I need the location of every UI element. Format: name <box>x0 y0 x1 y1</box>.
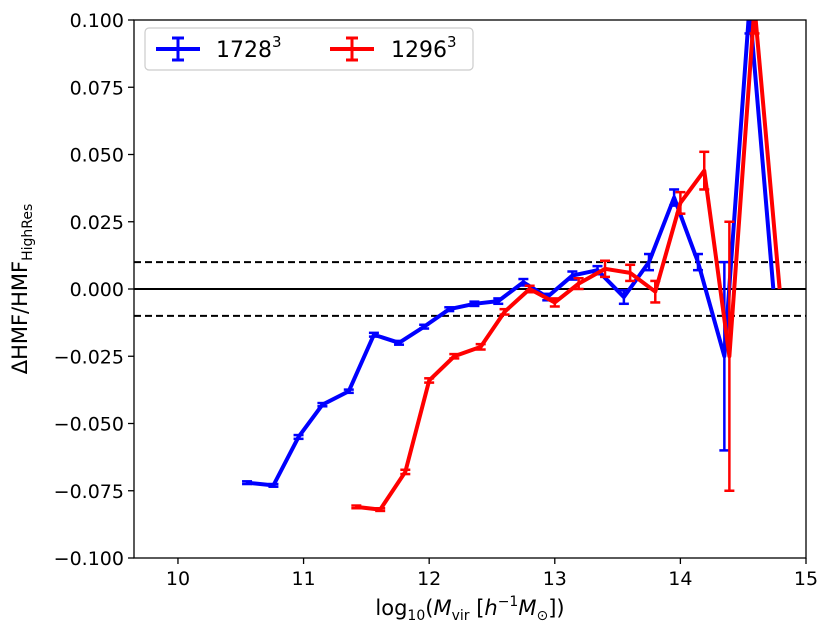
x-axis-label: log10(Mvir [h−1M⊙]) <box>375 594 564 624</box>
y-tick-label: 0.100 <box>70 10 124 32</box>
series-line-1296 <box>356 20 782 512</box>
errorbar-1728-13 <box>567 270 578 281</box>
x-label-m: M <box>433 596 451 620</box>
y-axis-ticks: −0.100 −0.075 −0.050 −0.025 0.000 0.025 0.050 0… <box>54 10 134 570</box>
errorbar-1728-17 <box>669 188 680 207</box>
y-tick-label: −0.100 <box>54 548 124 570</box>
errorbar-1296-9 <box>573 276 584 291</box>
errorbar-1728-6 <box>394 339 405 346</box>
legend-label-1728: 17283 <box>216 33 282 63</box>
errorbar-1296-10 <box>600 259 611 279</box>
errorbar-1728-8 <box>444 306 455 313</box>
errorbar-1728-15 <box>618 289 629 306</box>
x-label-open: ( <box>425 596 433 620</box>
errorbar-1296-0 <box>351 504 362 510</box>
x-label-msun: M <box>518 596 536 620</box>
errorbar-1296-13 <box>675 190 686 215</box>
errorbar-1728-1 <box>268 482 279 488</box>
errorbar-1296-14 <box>699 150 710 191</box>
errorbar-1296-2 <box>400 468 411 476</box>
x-tick-label: 11 <box>291 568 315 590</box>
errorbar-1296-8 <box>549 297 560 308</box>
errorbar-1296-7 <box>524 284 535 294</box>
y-tick-label: 0.025 <box>70 212 124 234</box>
errorbar-1728-16 <box>643 252 654 272</box>
y-axis-label: ΔHMF/HMFHighRes <box>8 204 36 375</box>
x-label-h: h <box>484 596 497 620</box>
legend: 17283 12963 <box>144 27 474 71</box>
x-tick-label: 10 <box>166 568 190 590</box>
series-1296 <box>351 20 782 513</box>
errorbar-1296-6 <box>499 307 510 316</box>
errorbar-1728-10 <box>493 297 504 306</box>
reference-lines <box>134 261 806 317</box>
series-layer <box>242 20 782 513</box>
errorbar-1296-5 <box>475 342 486 351</box>
x-label-msun-sub: ⊙ <box>536 608 548 624</box>
errorbar-1296-16 <box>749 20 760 35</box>
series-line-1728 <box>246 20 776 488</box>
y-tick-label: 0.075 <box>70 77 124 99</box>
legend-box <box>144 27 474 71</box>
legend-sup-1296: 3 <box>447 33 457 51</box>
errorbar-1296-11 <box>625 263 636 283</box>
x-label-log: log <box>375 596 407 620</box>
y-tick-label: −0.075 <box>54 481 124 503</box>
y-tick-label: 0.050 <box>70 145 124 167</box>
errorbar-1296-12 <box>650 279 661 304</box>
x-label-log-sub: 10 <box>407 608 425 624</box>
legend-name-1296: 1296 <box>391 38 447 63</box>
errorbar-1296-3 <box>424 377 435 384</box>
legend-sup-1728: 3 <box>272 33 282 51</box>
y-label-sub: HighRes <box>20 204 36 261</box>
y-label-main: ΔHMF/HMF <box>8 261 32 374</box>
errorbar-1296-4 <box>449 352 460 360</box>
y-tick-label: 0.000 <box>70 279 124 301</box>
errorbar-1728-18 <box>692 252 703 272</box>
series-1728 <box>242 20 776 488</box>
legend-name-1728: 1728 <box>216 38 272 63</box>
legend-entry-1296: 12963 <box>330 33 457 63</box>
errorbar-1728-4 <box>343 388 354 395</box>
x-tick-label: 14 <box>668 568 692 590</box>
x-tick-label: 12 <box>417 568 441 590</box>
legend-entry-1728: 17283 <box>156 33 282 63</box>
legend-label-1296: 12963 <box>391 33 457 63</box>
x-label-close: ]) <box>548 596 564 620</box>
x-label-m-sub: vir <box>452 608 470 624</box>
errorbar-1728-9 <box>469 300 480 308</box>
y-tick-label: −0.025 <box>54 346 124 368</box>
errorbar-1296-15 <box>724 220 735 492</box>
x-tick-label: 15 <box>794 568 818 590</box>
y-tick-label: −0.050 <box>54 414 124 436</box>
errorbar-1728-5 <box>368 331 379 338</box>
x-tick-label: 13 <box>543 568 567 590</box>
errorbar-1728-7 <box>419 323 430 330</box>
errorbar-1728-19 <box>719 260 730 452</box>
x-label-h-sup: −1 <box>498 594 519 610</box>
x-label-unit-open: [ <box>470 596 485 620</box>
errorbar-1728-0 <box>242 480 253 486</box>
errorbar-1728-2 <box>293 433 304 441</box>
x-axis-ticks: 10 11 12 13 14 15 <box>166 558 818 590</box>
errorbar-1296-1 <box>375 506 386 513</box>
errorbar-1728-3 <box>317 401 328 408</box>
